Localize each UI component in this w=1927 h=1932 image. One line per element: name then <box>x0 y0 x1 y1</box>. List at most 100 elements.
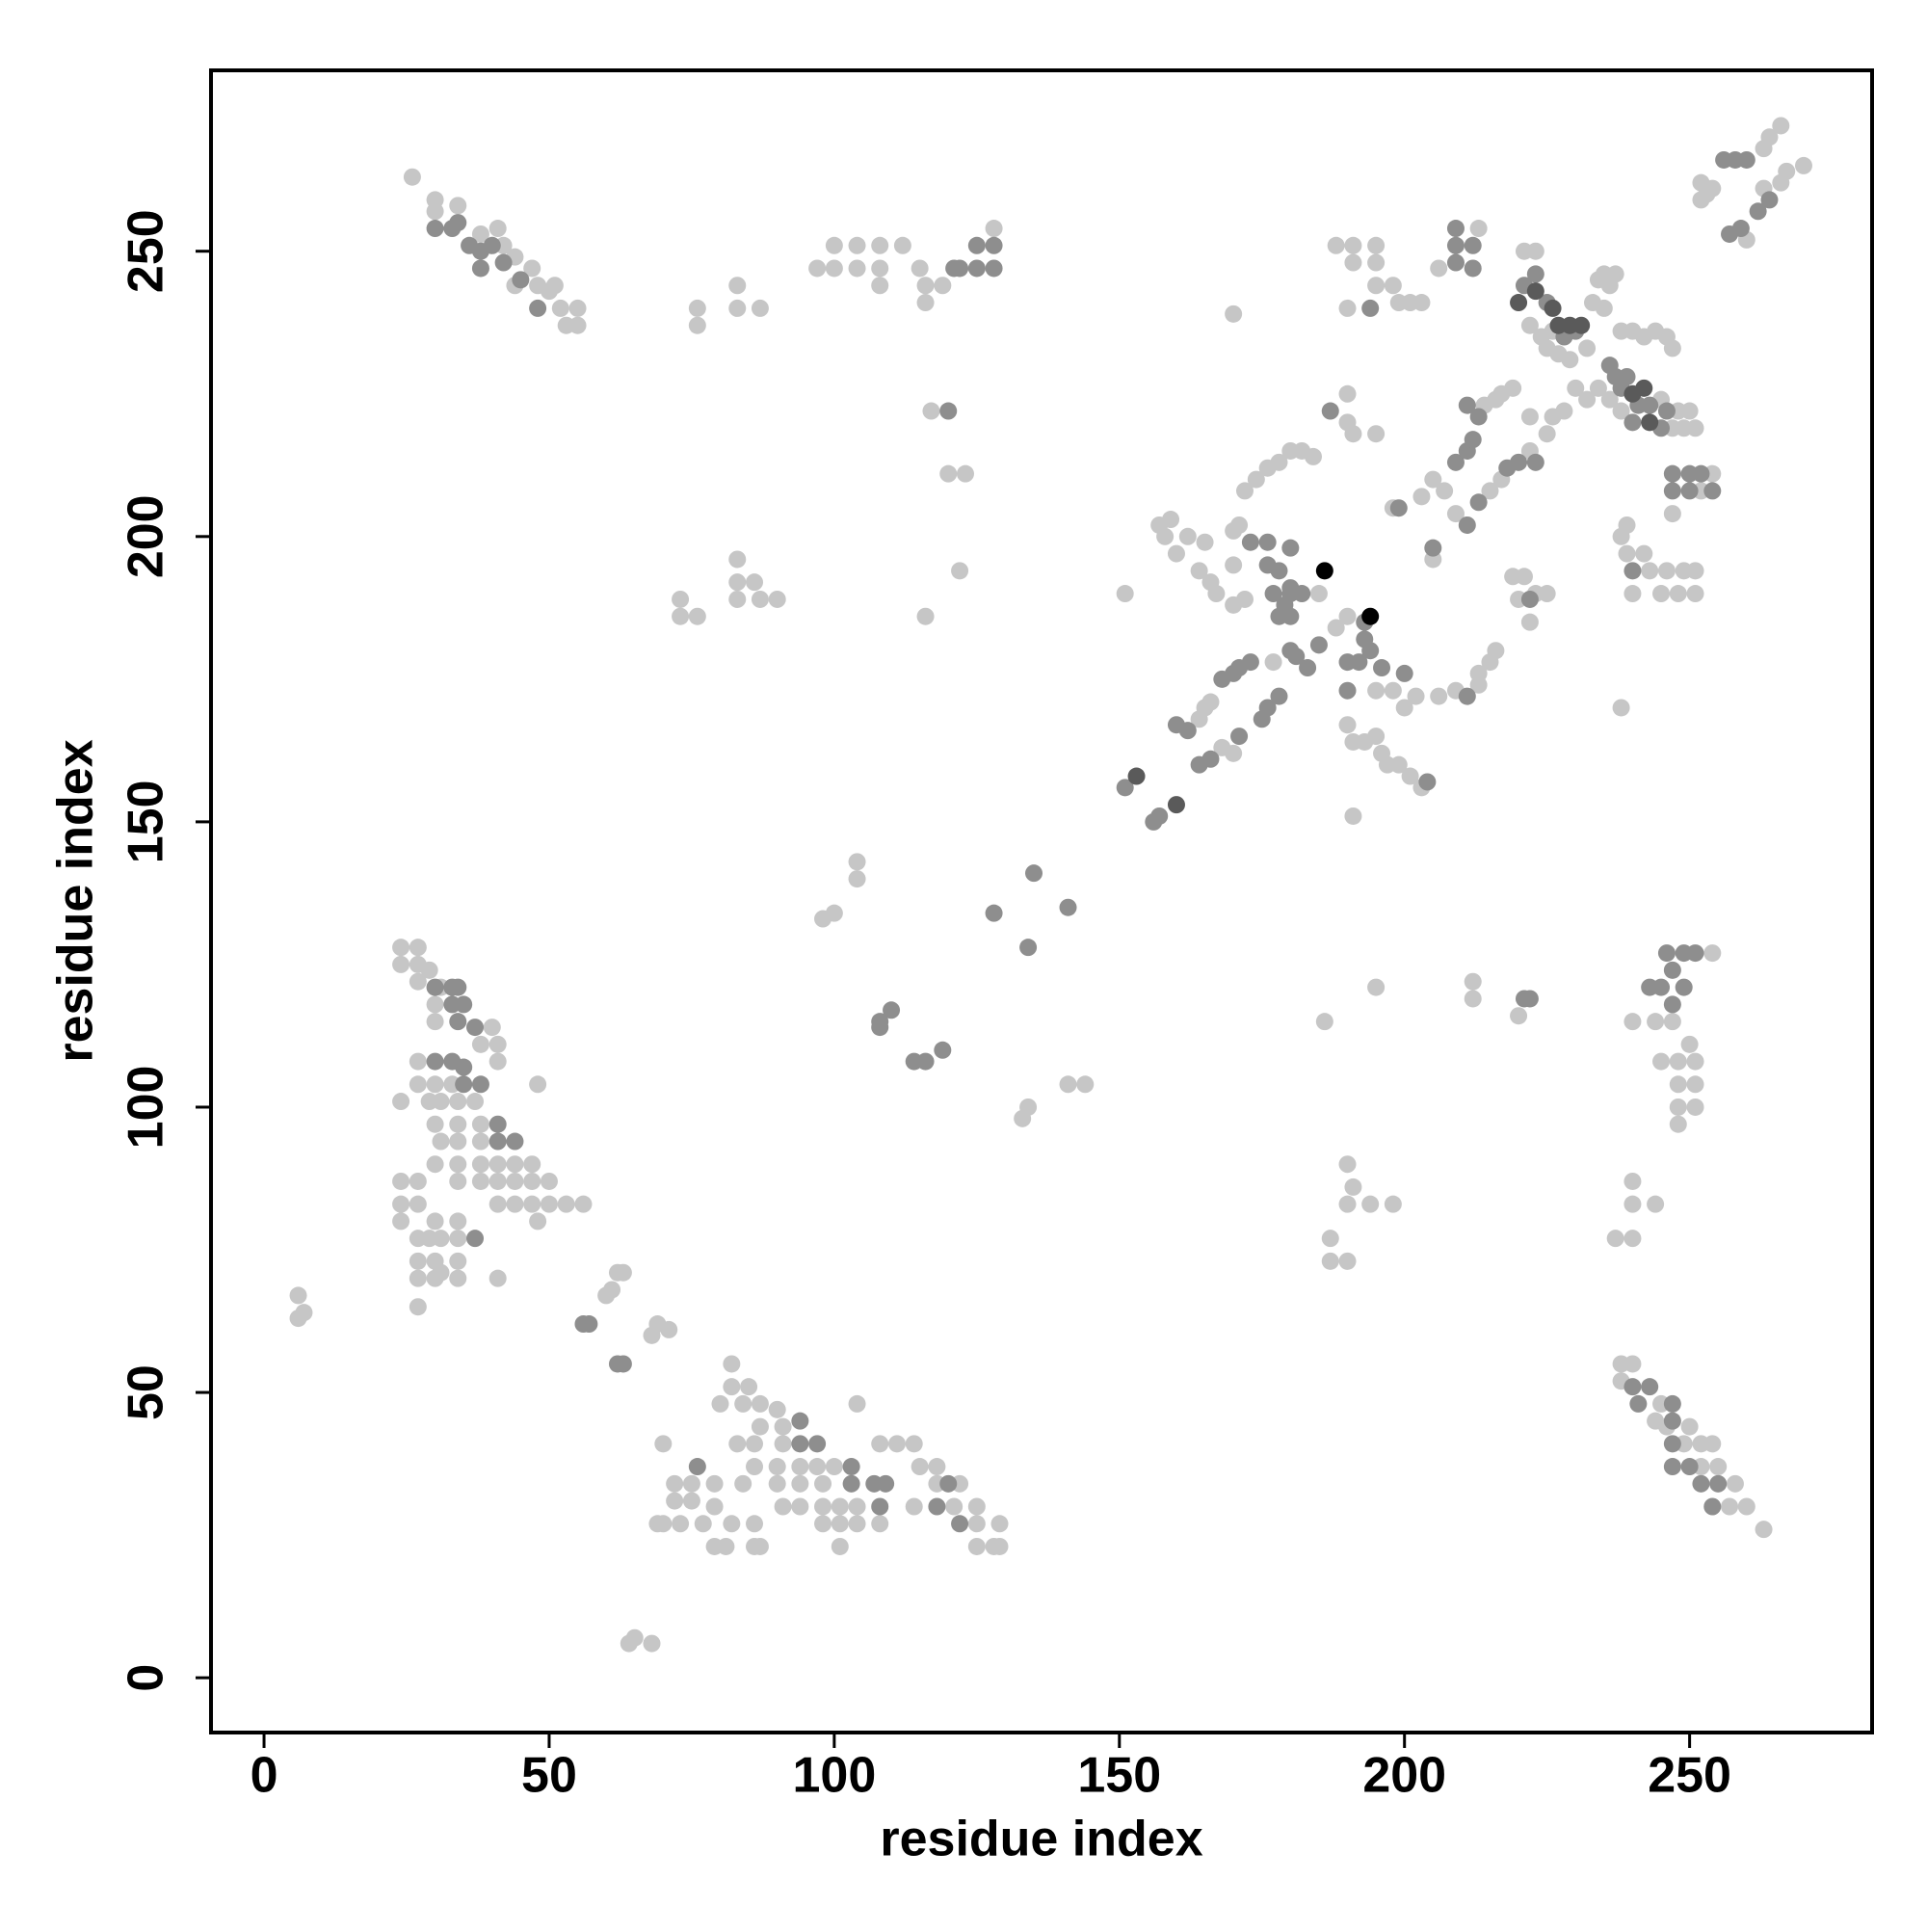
point <box>1731 220 1750 238</box>
point <box>1264 585 1282 603</box>
point <box>956 464 974 483</box>
point <box>426 1075 444 1094</box>
point <box>1258 556 1277 574</box>
point <box>1544 299 1562 317</box>
point <box>1344 236 1362 254</box>
point <box>488 1195 507 1213</box>
point <box>1464 972 1482 991</box>
point <box>1389 499 1408 517</box>
point <box>831 1537 849 1555</box>
point <box>746 573 764 592</box>
point <box>506 1155 524 1174</box>
point <box>723 1515 741 1533</box>
point <box>1635 544 1653 563</box>
point <box>1247 470 1265 489</box>
point <box>449 1230 467 1248</box>
point <box>774 1417 792 1436</box>
point <box>871 236 889 254</box>
point <box>1338 1195 1357 1213</box>
point <box>688 316 706 334</box>
point <box>1446 220 1465 238</box>
point <box>643 1326 661 1344</box>
y-tick-label: 250 <box>119 209 174 293</box>
point <box>1338 607 1357 625</box>
point <box>877 1474 895 1493</box>
point <box>1772 117 1790 135</box>
point <box>1526 242 1544 260</box>
point <box>939 402 958 420</box>
point <box>883 1001 901 1019</box>
point <box>848 853 866 871</box>
point <box>568 316 587 334</box>
point <box>831 1515 849 1533</box>
point <box>471 1075 489 1094</box>
point <box>409 1172 427 1190</box>
point <box>1663 1013 1681 1031</box>
point <box>449 1212 467 1231</box>
point <box>791 1497 809 1516</box>
point <box>1076 1075 1095 1094</box>
point <box>643 1634 661 1653</box>
x-tick-label: 100 <box>792 1748 876 1804</box>
point <box>1178 527 1197 545</box>
point <box>728 550 747 569</box>
point <box>831 1497 849 1516</box>
point <box>1520 590 1539 608</box>
point <box>740 1378 758 1396</box>
point <box>848 1515 866 1533</box>
point <box>449 1132 467 1151</box>
point <box>1344 425 1362 443</box>
point <box>1652 585 1671 603</box>
point <box>1686 585 1704 603</box>
point <box>1721 1497 1739 1516</box>
point <box>1469 220 1488 238</box>
point <box>426 1212 444 1231</box>
point <box>1418 773 1437 791</box>
point <box>768 1458 786 1476</box>
point <box>1127 767 1146 785</box>
point <box>1338 299 1357 317</box>
point <box>1225 304 1243 323</box>
point <box>672 590 690 608</box>
point <box>1623 1195 1642 1213</box>
point <box>791 1412 809 1430</box>
point <box>1760 191 1779 209</box>
point <box>1338 1155 1357 1174</box>
point <box>1327 619 1345 637</box>
point <box>768 1474 786 1493</box>
point <box>488 1035 507 1053</box>
point <box>1264 653 1282 672</box>
point <box>1225 744 1243 762</box>
point <box>728 299 747 317</box>
point <box>1116 779 1134 797</box>
point <box>449 1155 467 1174</box>
point <box>466 1093 485 1111</box>
point <box>967 259 986 278</box>
point <box>1794 156 1812 174</box>
point <box>506 1132 524 1151</box>
point <box>1686 562 1704 580</box>
point <box>488 220 507 238</box>
y-tick-label: 100 <box>119 1066 174 1150</box>
x-tick-label: 50 <box>521 1748 577 1804</box>
point <box>1025 864 1043 883</box>
point <box>1401 767 1419 785</box>
y-axis-title: residue index <box>48 739 104 1062</box>
point <box>1436 482 1454 500</box>
point <box>939 464 958 483</box>
point <box>848 1497 866 1516</box>
point <box>392 1172 410 1190</box>
point <box>672 1515 690 1533</box>
point <box>672 607 690 625</box>
point <box>746 1515 764 1533</box>
point <box>887 1435 906 1453</box>
point <box>1510 453 1528 471</box>
point <box>1680 1035 1699 1053</box>
point <box>922 402 940 420</box>
point <box>1361 642 1380 660</box>
point <box>466 1019 485 1037</box>
point <box>1657 562 1676 580</box>
point <box>1578 390 1597 409</box>
point <box>916 1052 935 1071</box>
point <box>728 1435 747 1453</box>
